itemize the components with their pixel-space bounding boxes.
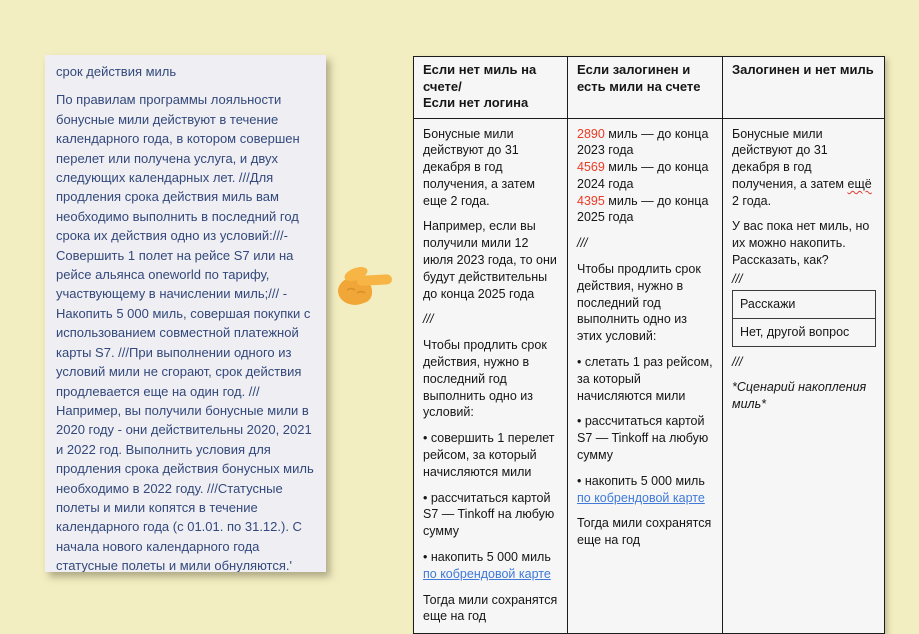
comparison-table: Если нет миль на счете/ Если нет логина … — [413, 56, 885, 634]
miles-expiry-text: миль — до конца 2024 года — [577, 160, 709, 191]
validity-text: Бонусные мили действуют до 31 декабря в … — [732, 126, 876, 210]
header-row: Если нет миль на счете/ Если нет логина … — [413, 56, 885, 119]
cell-logged-in-no-miles: Бонусные мили действуют до 31 декабря в … — [722, 117, 885, 634]
slash-separator: /// — [423, 312, 434, 327]
slash-separator: /// — [732, 271, 743, 286]
cobrand-card-link[interactable]: по кобрендовой карте — [577, 490, 705, 505]
miles-expiry-list: 2890 миль — до конца 2023 года 4569 миль … — [577, 126, 714, 227]
bullet-flight: • слетать 1 раз рейсом, за который начис… — [577, 355, 713, 403]
offer-text: У вас пока нет миль, но их можно накопит… — [732, 219, 870, 268]
column-header-logged-in-no-miles: Залогинен и нет миль — [722, 56, 885, 119]
validity-text-part: 2 года. — [732, 193, 772, 208]
slash-separator: /// — [732, 354, 743, 369]
bullet-card: • рассчитаться картой S7 — Tinkoff на лю… — [423, 490, 555, 539]
quick-reply-other-question[interactable]: Нет, другой вопрос — [733, 317, 875, 346]
miles-expiry-text: миль — до конца 2025 года — [577, 193, 709, 225]
result-text: Тогда мили сохранятся еще на год — [577, 516, 712, 548]
cell-logged-in-with-miles: 2890 миль — до конца 2023 года 4569 миль … — [567, 117, 723, 634]
miles-amount: 4569 — [577, 160, 605, 175]
cell-no-login: Бонусные мили действуют до 31 декабря в … — [413, 117, 568, 634]
board-canvas: срок действия миль По правилам программы… — [45, 55, 885, 634]
bullet-flight: • совершить 1 перелет рейсом, за который… — [423, 431, 555, 479]
note-title: срок действия миль — [56, 64, 177, 79]
example-text: Например, если вы получили мили 12 июля … — [423, 219, 557, 301]
bullet-card: • рассчитаться картой S7 — Tinkoff на лю… — [577, 414, 709, 463]
quick-replies-box: Расскажи Нет, другой вопрос — [732, 289, 876, 347]
pointing-right-hand-icon — [335, 260, 393, 310]
miles-amount: 4395 — [577, 193, 605, 208]
prolong-text: Чтобы продлить срок действия, нужно в по… — [423, 338, 547, 420]
result-text: Тогда мили сохранятся еще на год — [423, 592, 558, 624]
scenario-note: *Сценарий накопления миль* — [732, 380, 867, 412]
quick-reply-tell-me[interactable]: Расскажи — [740, 296, 796, 311]
note-body: По правилам программы лояльности бонусны… — [56, 92, 314, 572]
body-row: Бонусные мили действуют до 31 декабря в … — [413, 117, 885, 634]
cobrand-card-link[interactable]: по кобрендовой карте — [423, 566, 551, 581]
notes-panel: срок действия миль По правилам программы… — [45, 55, 326, 572]
column-header-no-login: Если нет миль на счете/ Если нет логина — [413, 56, 568, 119]
misspelled-word: ещё — [847, 176, 872, 191]
slash-separator: /// — [577, 236, 588, 251]
prolong-text: Чтобы продлить срок действия, нужно в по… — [577, 262, 701, 344]
validity-text: Бонусные мили действуют до 31 декабря в … — [423, 126, 536, 208]
miles-amount: 2890 — [577, 126, 605, 141]
bullet-miles: • накопить 5 000 миль по кобрендовой кар… — [423, 549, 559, 583]
column-header-logged-in-with-miles: Если залогинен и есть мили на счете — [567, 56, 723, 119]
bullet-miles: • накопить 5 000 миль по кобрендовой кар… — [577, 473, 714, 507]
bullet-miles-text: • накопить 5 000 миль — [577, 473, 705, 488]
bullet-miles-text: • накопить 5 000 миль — [423, 550, 551, 565]
miles-expiry-text: миль — до конца 2023 года — [577, 126, 709, 158]
validity-text-part: Бонусные мили действуют до 31 декабря в … — [732, 126, 848, 191]
